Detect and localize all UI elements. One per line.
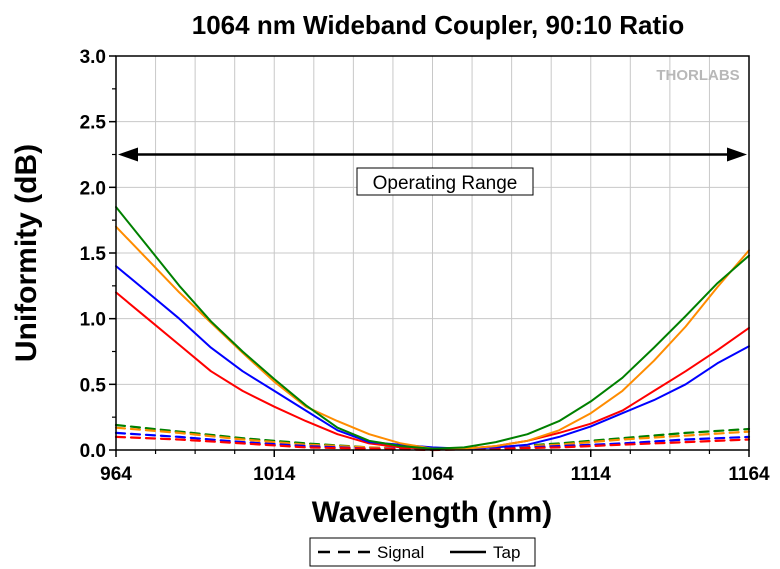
operating-range-arrow-left [118, 147, 138, 162]
legend: Signal Tap [309, 537, 536, 567]
y-tick-label: 3.0 [80, 47, 106, 68]
x-tick-label: 1114 [571, 464, 612, 485]
series-layer [114, 206, 751, 452]
x-tick-label: 964 [100, 464, 132, 485]
x-tick-label: 1064 [411, 464, 454, 485]
y-tick-label: 1.5 [80, 244, 107, 265]
brand-watermark: THORLABS [656, 67, 739, 84]
x-tick-label: 1164 [728, 464, 770, 485]
ticks [109, 55, 750, 457]
y-tick-label: 1.0 [80, 310, 106, 331]
x-axis-title: Wavelength (nm) [312, 496, 553, 529]
y-axis-title: Uniformity (dB) [10, 144, 43, 362]
y-tick-label: 0.0 [80, 441, 106, 462]
operating-range-label: Operating Range [373, 173, 518, 194]
y-tick-label: 2.0 [80, 178, 106, 199]
legend-signal-label: Signal [377, 543, 424, 562]
y-tick-label: 2.5 [80, 113, 107, 134]
tap-series-line [115, 265, 750, 450]
x-tick-label: 1014 [253, 464, 296, 485]
y-tick-label: 0.5 [80, 375, 107, 396]
x-tick-labels: 964 1014 1064 1114 1164 [100, 464, 770, 485]
legend-tap-label: Tap [493, 543, 520, 562]
operating-range-annotation: Operating Range [118, 147, 747, 196]
grid [116, 56, 749, 450]
operating-range-arrow-right [727, 147, 747, 162]
chart-title: 1064 nm Wideband Coupler, 90:10 Ratio [192, 10, 684, 40]
y-tick-labels: 0.0 0.5 1.0 1.5 2.0 2.5 3.0 [80, 47, 107, 462]
tap-series-line [115, 206, 750, 450]
operating-range-label-box [356, 167, 534, 196]
